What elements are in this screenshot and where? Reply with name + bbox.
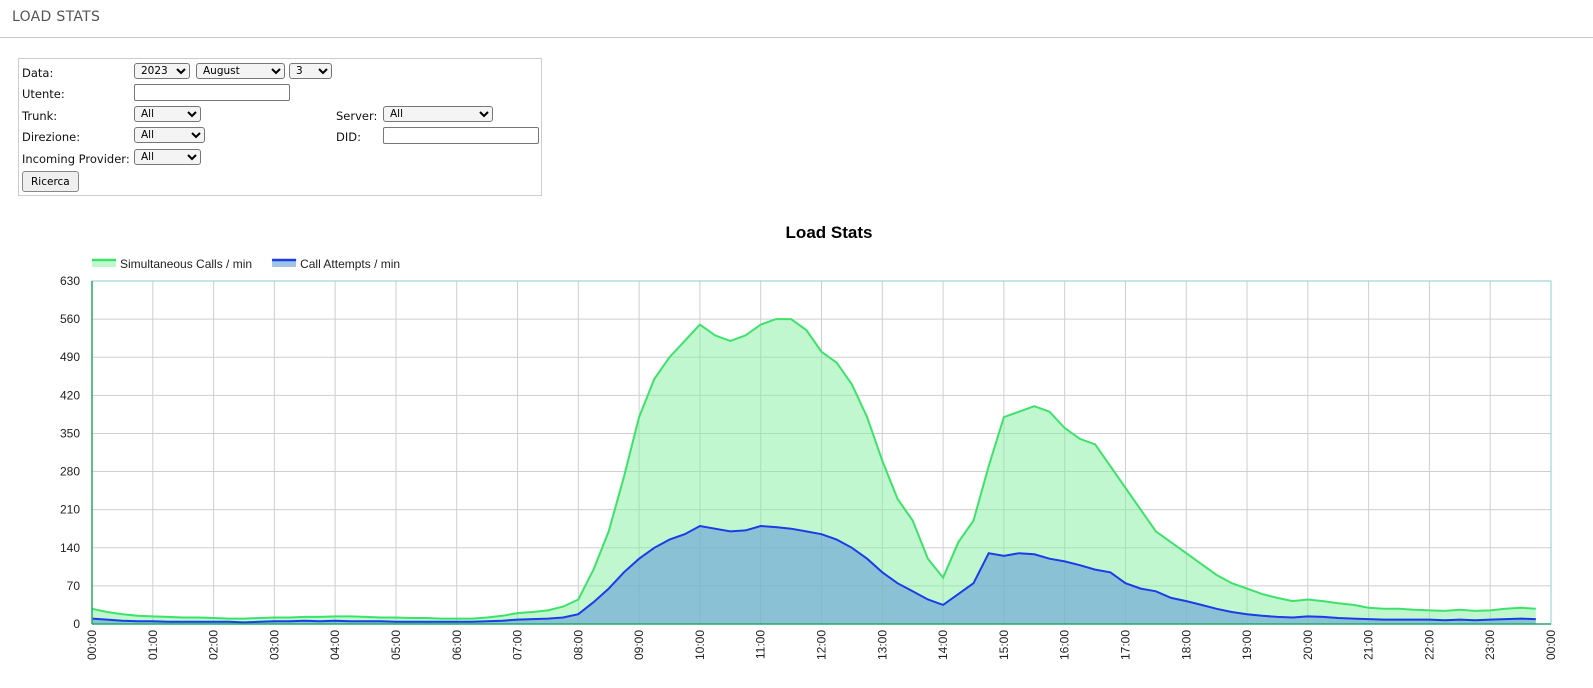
utente-input[interactable] xyxy=(134,84,290,101)
x-tick-label: 03:00 xyxy=(267,630,281,660)
x-tick-label: 11:00 xyxy=(754,630,768,659)
x-tick-label: 13:00 xyxy=(875,630,889,660)
direzione-select[interactable]: All xyxy=(134,127,205,143)
x-tick-label: 04:00 xyxy=(328,630,342,660)
provider-select[interactable]: All xyxy=(134,149,201,165)
series-line xyxy=(91,524,1536,624)
y-tick-label: 140 xyxy=(60,541,80,555)
x-tick-label: 15:00 xyxy=(997,630,1011,660)
year-select[interactable]: 2023 xyxy=(134,63,190,79)
header: LOAD STATS xyxy=(0,0,1593,38)
series-line xyxy=(91,318,1536,620)
x-tick-label: 01:00 xyxy=(146,630,160,660)
did-input[interactable] xyxy=(383,127,539,144)
x-tick-label: 23:00 xyxy=(1483,630,1497,660)
day-select[interactable]: 3 xyxy=(289,63,332,79)
month-select[interactable]: August xyxy=(196,63,285,79)
search-form: Data: 2023 August 3 Utente: Trunk: All S… xyxy=(18,58,542,196)
label: Direzione: xyxy=(22,130,81,144)
label: Server: xyxy=(336,109,378,123)
label: Trunk: xyxy=(22,109,58,123)
trunk-select[interactable]: All xyxy=(134,106,201,122)
x-tick-label: 17:00 xyxy=(1118,630,1132,660)
legend-label: Simultaneous Calls / min xyxy=(120,257,252,271)
page-title: LOAD STATS xyxy=(12,9,101,25)
y-tick-label: 560 xyxy=(60,312,80,326)
y-tick-label: 350 xyxy=(60,426,80,440)
server-select[interactable]: All xyxy=(383,106,493,122)
y-tick-label: 280 xyxy=(60,465,80,479)
y-tick-label: 210 xyxy=(60,503,80,517)
legend-swatch xyxy=(92,259,116,267)
x-tick-label: 18:00 xyxy=(1179,630,1193,660)
y-tick-label: 630 xyxy=(60,274,80,288)
label: Data: xyxy=(22,66,54,80)
x-tick-label: 02:00 xyxy=(207,630,221,660)
x-tick-label: 12:00 xyxy=(815,630,829,660)
x-tick-label: 10:00 xyxy=(693,630,707,660)
y-tick-label: 420 xyxy=(60,388,80,402)
y-tick-label: 490 xyxy=(60,350,80,364)
x-tick-label: 00:00 xyxy=(1544,630,1558,660)
y-tick-label: 70 xyxy=(67,579,81,593)
x-tick-label: 07:00 xyxy=(511,630,525,660)
x-tick-label: 20:00 xyxy=(1301,630,1315,660)
x-tick-label: 05:00 xyxy=(389,630,403,660)
x-tick-label: 08:00 xyxy=(571,630,585,660)
y-tick-label: 0 xyxy=(73,617,80,631)
label: Incoming Provider: xyxy=(22,152,130,166)
x-tick-label: 21:00 xyxy=(1362,630,1376,660)
x-tick-label: 19:00 xyxy=(1240,630,1254,660)
area-fill xyxy=(92,319,1536,624)
x-tick-label: 22:00 xyxy=(1422,630,1436,660)
x-tick-label: 16:00 xyxy=(1058,630,1072,660)
legend-label: Call Attempts / min xyxy=(300,257,400,271)
legend-swatch xyxy=(272,259,297,267)
x-tick-label: 09:00 xyxy=(632,630,646,660)
search-button[interactable]: Ricerca xyxy=(22,171,79,192)
x-tick-label: 14:00 xyxy=(936,630,950,660)
label: Utente: xyxy=(22,87,65,101)
x-tick-label: 06:00 xyxy=(450,630,464,660)
chart-title: Load Stats xyxy=(786,223,873,242)
x-tick-label: 00:00 xyxy=(85,630,99,660)
label: DID: xyxy=(336,130,361,144)
